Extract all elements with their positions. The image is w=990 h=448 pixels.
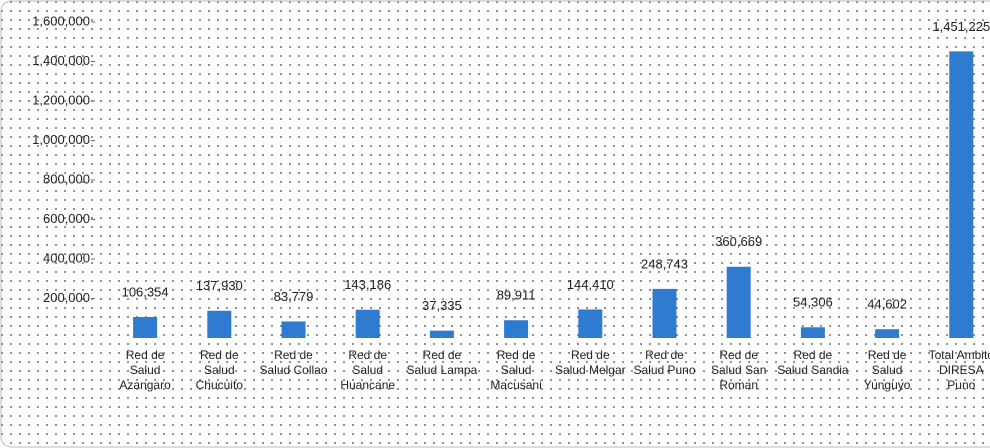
y-tick-label: 1,600,000 xyxy=(32,13,90,28)
value-label: 143,186 xyxy=(344,277,391,292)
value-label: 144,410 xyxy=(567,277,614,292)
x-tick-label: Red de Salud Azangaro xyxy=(119,348,171,392)
x-tick-label: Red de Salud Collao xyxy=(259,348,328,377)
bar xyxy=(281,321,306,338)
bar xyxy=(504,320,529,338)
value-label: 83,779 xyxy=(274,289,314,304)
y-tick-label: 800,000 xyxy=(43,171,90,186)
value-label: 248,743 xyxy=(641,256,688,271)
bar xyxy=(875,329,900,338)
x-tick-label: Red de Salud Macusani xyxy=(490,348,542,392)
bar xyxy=(429,330,454,338)
y-tick-label: 200,000 xyxy=(43,290,90,305)
x-tick-label: Red de Salud Yunguyo xyxy=(863,348,911,392)
bar xyxy=(207,310,232,338)
bar xyxy=(726,266,751,338)
x-tick-label: Red de Salud Puno xyxy=(633,348,696,377)
value-label: 54,306 xyxy=(793,295,833,310)
value-label: 89,911 xyxy=(497,288,536,303)
y-tick-label: 1,400,000 xyxy=(32,53,90,68)
value-label: 1,451,225 xyxy=(932,19,990,34)
y-tick-label: 1,000,000 xyxy=(32,132,90,147)
x-tick-label: Red de Salud Huancane xyxy=(340,348,396,392)
x-tick-label: Red de Salud Sandia xyxy=(777,348,849,377)
bar xyxy=(578,309,603,338)
bar xyxy=(800,327,825,338)
y-tick-label: 600,000 xyxy=(43,211,90,226)
x-tick-label: Red de Salud San Roman xyxy=(710,348,767,392)
value-label: 44,602 xyxy=(867,297,907,312)
bar xyxy=(652,288,677,338)
y-tick-label: 400,000 xyxy=(43,250,90,265)
x-tick-label: Total Ambito DIRESA Puno xyxy=(928,348,990,392)
x-tick-label: Red de Salud Chucuito xyxy=(195,348,243,392)
bar xyxy=(355,309,380,338)
x-tick-label: Red de Salud Melgar xyxy=(554,348,626,377)
value-label: 37,335 xyxy=(422,298,462,313)
value-label: 360,669 xyxy=(715,234,762,249)
bar xyxy=(949,51,974,339)
bar xyxy=(133,316,158,338)
value-label: 106,354 xyxy=(122,284,169,299)
x-tick-label: Red de Salud Lampa xyxy=(406,348,478,377)
value-label: 137,930 xyxy=(196,278,243,293)
y-tick-label: 1,200,000 xyxy=(32,92,90,107)
